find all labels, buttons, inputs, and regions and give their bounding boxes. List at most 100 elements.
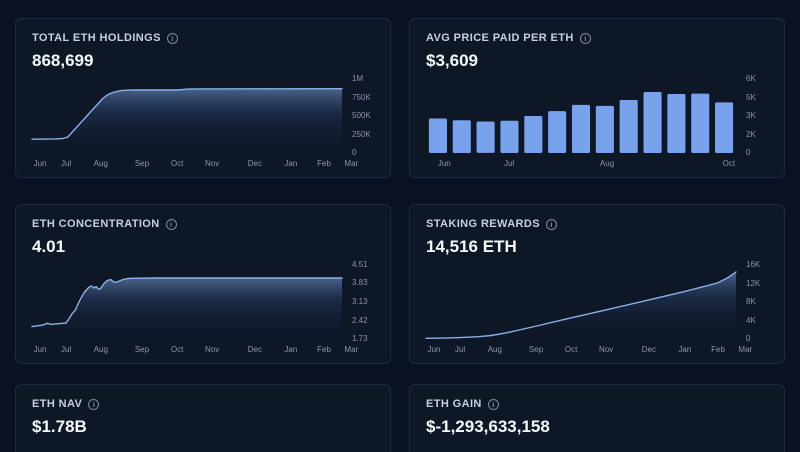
card-header: STAKING REWARDS i <box>426 217 776 231</box>
chart-plot-area[interactable] <box>426 79 736 153</box>
info-icon[interactable]: i <box>166 32 178 44</box>
card-title: ETH CONCENTRATION <box>32 218 160 230</box>
card-title: TOTAL ETH HOLDINGS <box>32 32 161 44</box>
metric-value: 14,516 ETH <box>426 237 517 256</box>
staking-rewards-chart: 16K 12K 8K 4K 0 Jun Jul Aug Sep Oct Nov Dec Jan Feb M… <box>426 261 776 355</box>
dashboard-row-3: ETH NAV i $1.78B ETH GAIN i $-1,293,633,… <box>15 384 785 452</box>
dashboard-row-1: TOTAL ETH HOLDINGS i 868,699 1M 750K 500K 2… <box>15 18 785 178</box>
card-title: ETH NAV <box>32 398 83 410</box>
chart-x-axis: Jun Jul Aug Sep Oct Nov Dec Jan Feb Mar <box>32 157 359 169</box>
y-tick-label: 12K <box>746 278 761 288</box>
x-tick-label: Aug <box>93 345 108 354</box>
y-tick-label: 1.73 <box>352 334 368 343</box>
chart-y-axis: 4.51 3.83 3.13 2.42 1.73 <box>342 261 382 343</box>
x-tick-label: Jan <box>284 159 298 168</box>
metric-value: $-1,293,633,158 <box>426 417 550 436</box>
x-tick-label: Sep <box>134 345 150 354</box>
staking-rewards-svg <box>426 265 736 339</box>
y-tick-label: 4K <box>746 315 756 325</box>
x-tick-label: Dec <box>247 159 262 168</box>
total-eth-holdings-svg <box>32 79 342 153</box>
y-tick-label: 4.51 <box>352 260 368 269</box>
y-tick-label: 3.83 <box>352 278 368 288</box>
x-tick-label: Jul <box>503 159 515 168</box>
chart-y-axis: 1M 750K 500K 250K 0 <box>342 75 382 157</box>
x-tick-label: Jul <box>60 159 72 168</box>
y-tick-label: 8K <box>746 297 756 306</box>
card-eth-concentration: ETH CONCENTRATION i 4.01 4.51 3.83 3.13 2.4… <box>15 204 391 364</box>
x-tick-label: Nov <box>204 345 220 354</box>
x-tick-label: Jul <box>60 345 72 354</box>
info-icon[interactable]: i <box>487 398 499 410</box>
metric-value: 4.01 <box>32 237 66 256</box>
y-tick-label: 2.42 <box>352 315 368 325</box>
y-tick-label: 1M <box>352 74 364 83</box>
x-tick-label: Jun <box>33 345 47 354</box>
x-tick-label: Oct <box>722 159 736 168</box>
x-tick-label: Nov <box>598 345 614 354</box>
eth-concentration-svg <box>32 265 342 339</box>
card-eth-nav: ETH NAV i $1.78B <box>15 384 391 452</box>
y-tick-label: 3K <box>746 111 756 120</box>
dashboard-row-2: ETH CONCENTRATION i 4.01 4.51 3.83 3.13 2.4… <box>15 204 785 364</box>
chart-x-axis: Jun Jul Aug Sep Oct Nov Dec Jan Feb Mar <box>32 343 359 355</box>
x-tick-label: Dec <box>641 345 656 354</box>
card-eth-gain: ETH GAIN i $-1,293,633,158 <box>409 384 785 452</box>
card-total-eth-holdings: TOTAL ETH HOLDINGS i 868,699 1M 750K 500K 2… <box>15 18 391 178</box>
x-tick-label: Jan <box>678 345 692 354</box>
y-tick-label: 500K <box>352 111 371 120</box>
metric-value: $3,609 <box>426 51 478 70</box>
y-tick-label: 0 <box>746 148 751 157</box>
card-avg-price-paid-per-eth: AVG PRICE PAID PER ETH i $3,609 6K 5K 3K 2K… <box>409 18 785 178</box>
x-tick-label: Jun <box>427 345 441 354</box>
x-tick-label: Mar <box>344 159 359 168</box>
x-tick-label: Sep <box>528 345 544 354</box>
x-tick-label: Sep <box>134 159 150 168</box>
x-tick-label: Jun <box>437 159 451 168</box>
eth-concentration-chart: 4.51 3.83 3.13 2.42 1.73 Jun Jul Aug Sep Oct Nov D… <box>32 261 382 355</box>
y-tick-label: 250K <box>352 129 371 139</box>
x-tick-label: Oct <box>170 159 184 168</box>
metric-value: $1.78B <box>32 417 87 436</box>
x-tick-label: Jul <box>454 345 466 354</box>
y-tick-label: 750K <box>352 92 371 102</box>
x-tick-label: Jun <box>33 159 47 168</box>
x-tick-label: Nov <box>204 159 220 168</box>
x-tick-label: Mar <box>738 345 753 354</box>
card-title: ETH GAIN <box>426 398 482 410</box>
x-tick-label: Feb <box>711 345 725 354</box>
x-tick-label: Dec <box>247 345 262 354</box>
info-icon[interactable]: i <box>165 218 177 230</box>
card-header: ETH NAV i <box>32 397 374 411</box>
x-tick-label: Aug <box>93 159 108 168</box>
x-tick-label: Aug <box>599 159 615 168</box>
total-eth-holdings-chart: 1M 750K 500K 250K 0 Jun Jul Aug Sep Oct Nov Dec Jan… <box>32 75 382 169</box>
chart-y-axis: 6K 5K 3K 2K 0 <box>736 75 776 157</box>
y-tick-label: 5K <box>746 92 756 102</box>
y-tick-label: 2K <box>746 129 756 139</box>
card-header: TOTAL ETH HOLDINGS i <box>32 31 382 45</box>
info-icon[interactable]: i <box>88 398 100 410</box>
chart-x-axis: Jun Jul Aug Sep Oct Nov Dec Jan Feb Mar <box>426 343 753 355</box>
y-tick-label: 6K <box>746 74 756 83</box>
chart-y-axis: 16K 12K 8K 4K 0 <box>736 261 776 343</box>
y-tick-label: 16K <box>746 260 761 269</box>
info-icon[interactable]: i <box>545 218 557 230</box>
x-tick-label: Jan <box>284 345 298 354</box>
card-title: STAKING REWARDS <box>426 218 540 230</box>
y-tick-label: 0 <box>352 148 357 157</box>
x-tick-label: Aug <box>487 345 502 354</box>
x-tick-label: Feb <box>317 159 331 168</box>
info-icon[interactable]: i <box>579 32 591 44</box>
card-header: ETH CONCENTRATION i <box>32 217 382 231</box>
y-tick-label: 0 <box>746 334 751 343</box>
avg-price-paid-chart: 6K 5K 3K 2K 0 Jun Jul Aug Oct <box>426 75 776 169</box>
x-tick-label: Feb <box>317 345 331 354</box>
x-tick-label: Mar <box>344 345 359 354</box>
metric-value: 868,699 <box>32 51 94 70</box>
card-staking-rewards: STAKING REWARDS i 14,516 ETH 16K 12K 8K 4K 0… <box>409 204 785 364</box>
chart-plot-area[interactable] <box>426 265 736 339</box>
chart-plot-area[interactable] <box>32 265 342 339</box>
chart-plot-area[interactable] <box>32 79 342 153</box>
